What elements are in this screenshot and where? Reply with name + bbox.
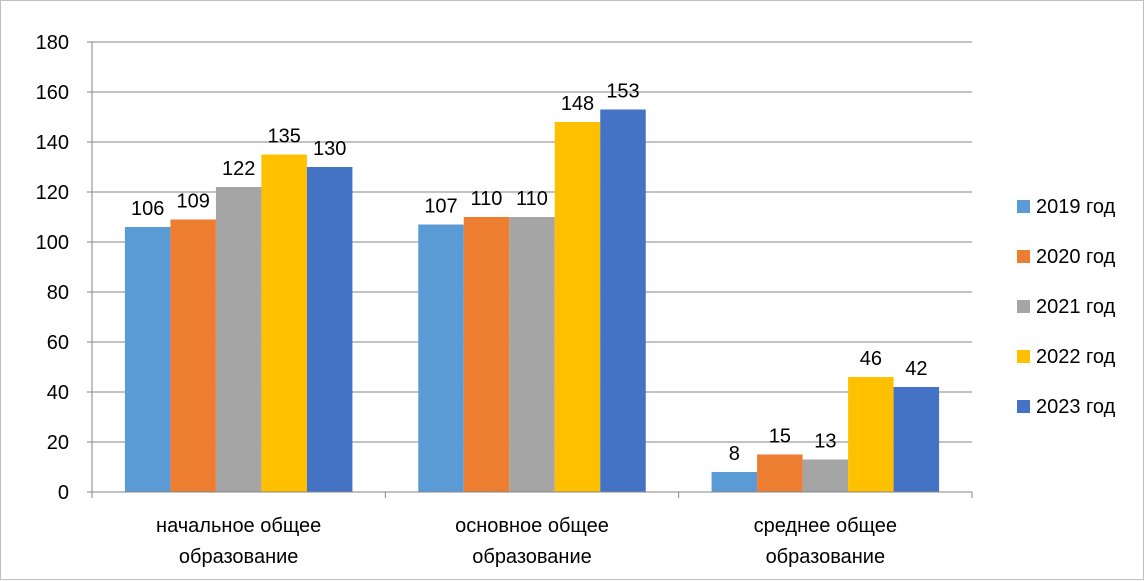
bar xyxy=(554,122,601,492)
data-label: 8 xyxy=(729,443,740,465)
data-label: 153 xyxy=(606,81,639,103)
data-label: 107 xyxy=(424,196,457,218)
bar xyxy=(170,219,216,492)
y-tick-label: 140 xyxy=(36,132,69,154)
bar xyxy=(711,472,758,492)
data-label: 109 xyxy=(176,191,209,213)
bar xyxy=(802,459,849,492)
legend-label: 2022 год xyxy=(1036,346,1116,368)
y-tick-label: 60 xyxy=(47,332,69,354)
data-label: 46 xyxy=(860,348,882,370)
bar xyxy=(893,387,940,492)
bar xyxy=(306,167,353,492)
x-category-label: образование xyxy=(472,546,592,568)
x-category-label: образование xyxy=(179,546,299,568)
legend-swatch xyxy=(1017,200,1030,213)
data-label: 148 xyxy=(561,93,594,115)
y-tick-label: 80 xyxy=(47,282,69,304)
legend-label: 2021 год xyxy=(1036,296,1116,318)
data-labels: 106 109 122 135 130 107 110 110 148 153 8 15 13 46 42 xyxy=(131,81,927,466)
y-tick-label: 0 xyxy=(58,482,69,504)
data-label: 15 xyxy=(769,426,791,448)
axes: 0 20 40 60 80 100 120 140 160 180 начальное общее о… xyxy=(36,32,973,568)
bar xyxy=(261,154,307,492)
bar xyxy=(848,377,894,492)
bars xyxy=(124,109,940,492)
data-label: 13 xyxy=(814,431,836,453)
y-tick-label: 40 xyxy=(47,382,69,404)
legend-swatch xyxy=(1017,400,1030,413)
x-category-label: образование xyxy=(766,546,886,568)
legend-label: 2020 год xyxy=(1036,246,1116,268)
data-label: 130 xyxy=(313,138,346,160)
legend-swatch xyxy=(1017,350,1030,363)
y-tick-label: 120 xyxy=(36,182,69,204)
bar xyxy=(600,109,646,492)
data-label: 135 xyxy=(267,126,300,148)
bar xyxy=(757,454,803,492)
data-label: 106 xyxy=(131,198,164,220)
data-label: 122 xyxy=(222,158,255,180)
bar xyxy=(418,224,464,492)
legend: 2019 год 2020 год 2021 год 2022 год 2023 год xyxy=(1017,196,1116,418)
x-category-label: начальное общее xyxy=(156,515,321,537)
data-label: 110 xyxy=(471,188,503,210)
y-tick-label: 100 xyxy=(36,232,69,254)
legend-label: 2019 год xyxy=(1036,196,1116,218)
bar xyxy=(124,227,171,492)
y-tick-label: 160 xyxy=(36,82,69,104)
legend-label: 2023 год xyxy=(1036,396,1116,418)
y-tick-label: 20 xyxy=(47,432,69,454)
bar xyxy=(215,187,262,492)
bar xyxy=(509,217,555,492)
bar xyxy=(463,217,510,492)
data-label: 42 xyxy=(905,358,927,380)
legend-swatch xyxy=(1017,250,1030,263)
y-tick-label: 180 xyxy=(36,32,69,54)
x-category-label: среднее общее xyxy=(754,515,897,537)
data-label: 110 xyxy=(516,188,548,210)
x-category-label: основное общее xyxy=(455,515,609,537)
legend-swatch xyxy=(1017,300,1030,313)
